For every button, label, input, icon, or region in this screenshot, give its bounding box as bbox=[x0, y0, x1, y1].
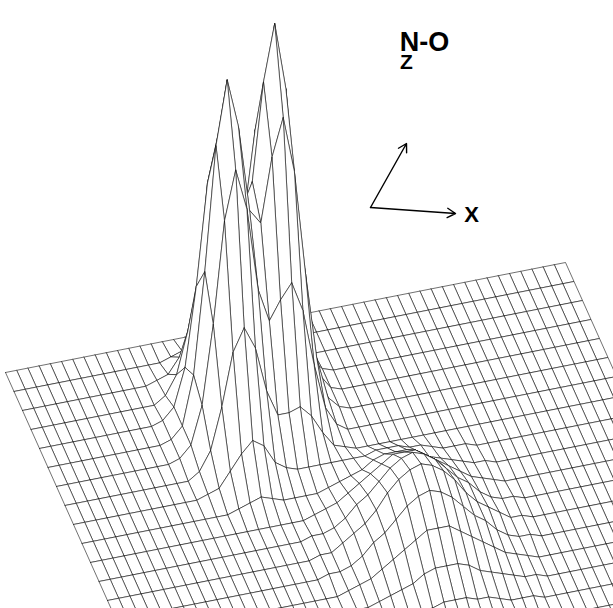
svg-text:N-O: N-O bbox=[399, 27, 450, 58]
svg-text:X: X bbox=[464, 202, 479, 227]
svg-text:Z: Z bbox=[400, 50, 413, 73]
